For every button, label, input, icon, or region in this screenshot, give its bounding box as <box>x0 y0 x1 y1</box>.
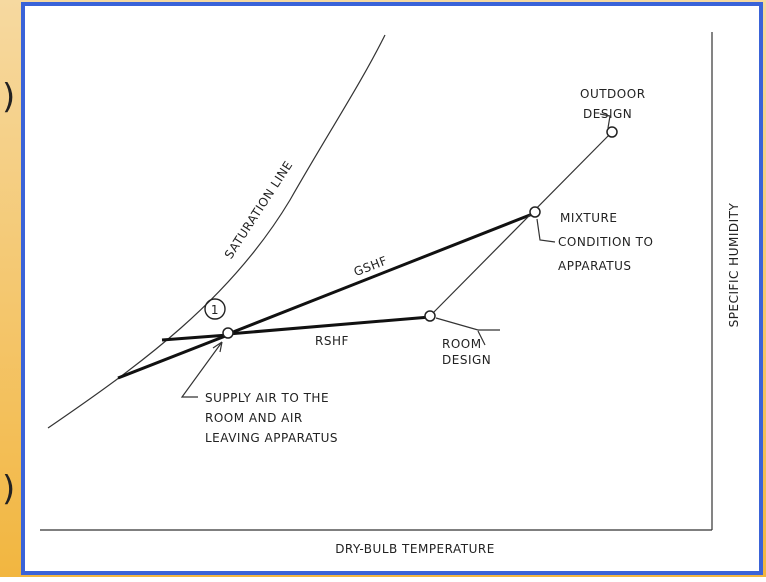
fragment: ) <box>2 77 16 117</box>
mixing-line <box>429 131 613 317</box>
point-marker: 1 <box>211 303 219 317</box>
leader <box>435 317 500 346</box>
process-line <box>161 333 229 342</box>
gshf-line <box>227 211 536 336</box>
diagram-frame <box>21 2 763 575</box>
state-point <box>529 206 541 218</box>
process-line <box>117 333 229 380</box>
point-marker-circle <box>204 298 226 320</box>
point-label: MIXTURE <box>560 211 617 225</box>
point-label: DESIGN <box>583 107 632 121</box>
leader <box>599 113 611 129</box>
point-label: OUTDOOR <box>580 87 646 101</box>
x-axis-label: DRY-BULB TEMPERATURE <box>335 542 495 556</box>
point-label: DESIGN <box>442 353 491 367</box>
point-label: CONDITION TO <box>558 235 653 249</box>
leader <box>180 341 223 398</box>
point-label: SUPPLY AIR TO THE <box>205 391 329 405</box>
point-label: ROOM AND AIR <box>205 411 303 425</box>
y-axis-label: SPECIFIC HUMIDITY <box>727 203 741 328</box>
point-label: APPARATUS <box>558 259 631 273</box>
arrowhead <box>212 341 223 353</box>
point-label: LEAVING APPARATUS <box>205 431 338 445</box>
point-label: ROOM <box>442 337 482 351</box>
fragment: ) <box>2 469 16 509</box>
state-point <box>222 327 234 339</box>
leader <box>536 218 556 243</box>
state-point <box>606 126 618 138</box>
line-label: RSHF <box>315 334 349 348</box>
state-point <box>424 310 436 322</box>
rshf-line <box>227 315 431 336</box>
